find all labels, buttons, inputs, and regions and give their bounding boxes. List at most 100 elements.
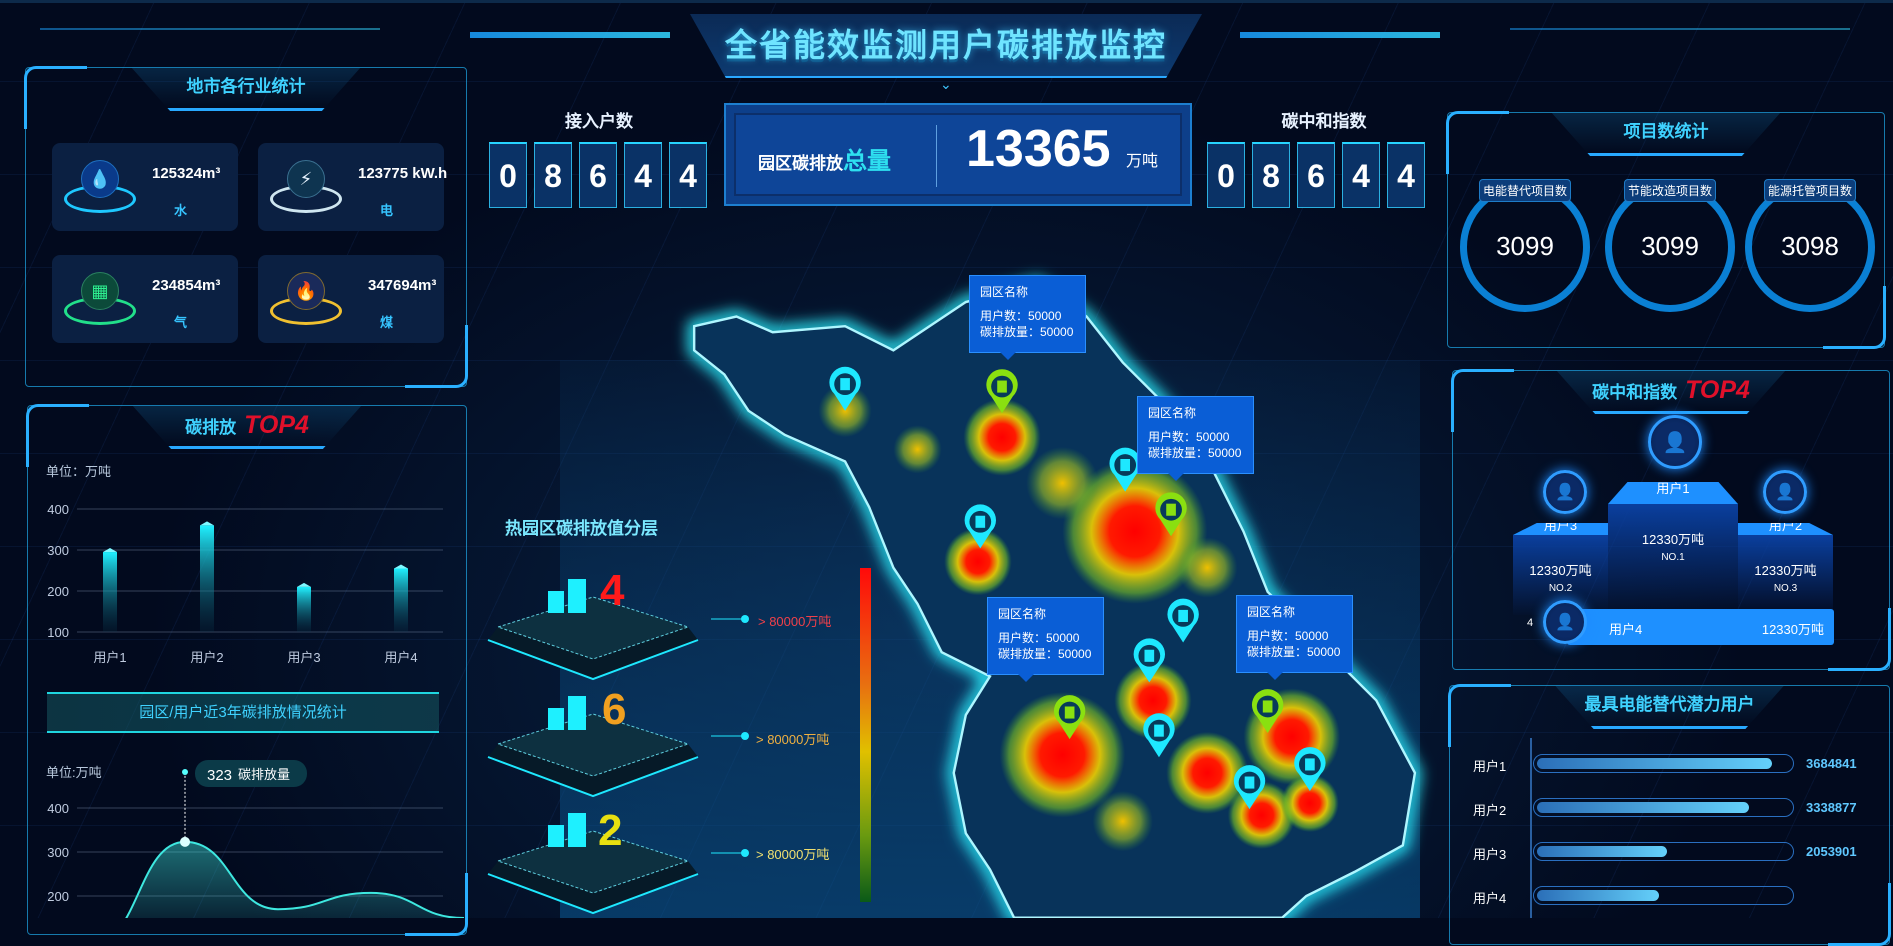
heat-blob bbox=[1280, 774, 1339, 833]
heat-blob bbox=[944, 527, 1012, 596]
stat-value: 125324m³ bbox=[152, 165, 221, 182]
potential-bar-fill bbox=[1537, 758, 1772, 769]
panel-title: 最具电能替代潜力用户 bbox=[1554, 685, 1785, 729]
bar[interactable] bbox=[200, 525, 214, 632]
location-pin-icon[interactable] bbox=[1143, 713, 1175, 758]
podium-fourth-row: 用户4 12330万吨 bbox=[1567, 609, 1834, 645]
bar-cap bbox=[394, 564, 408, 569]
podium-first: 12330万吨 NO.1 bbox=[1608, 504, 1738, 614]
access-count-label: 接入户数 bbox=[565, 112, 633, 131]
panel-title: 项目数统计 bbox=[1551, 112, 1781, 156]
project-gauge: 电能替代项目数 3099 bbox=[1460, 179, 1590, 312]
stat-value: 347694m³ bbox=[368, 277, 437, 294]
water-drop-icon: 💧 bbox=[81, 160, 119, 198]
location-pin-icon[interactable] bbox=[1251, 689, 1284, 734]
potential-panel: 最具电能替代潜力用户 bbox=[1448, 684, 1891, 946]
digit-box: 0 bbox=[1207, 142, 1245, 208]
fourth-rank: 4 bbox=[1527, 617, 1534, 629]
panel-title-text: 最具电能替代潜力用户 bbox=[1584, 695, 1755, 714]
x-tick-label: 用户2 bbox=[190, 650, 223, 665]
total-label-text: 园区碳排放 bbox=[758, 154, 843, 173]
total-value: 13365 bbox=[966, 120, 1111, 178]
y-tick-label: 400 bbox=[47, 801, 69, 816]
location-pin-icon[interactable] bbox=[964, 504, 996, 549]
podium-value: 12330万吨 bbox=[1754, 563, 1817, 578]
tooltip-value: 323 bbox=[207, 767, 232, 784]
header-accent-right bbox=[1240, 32, 1440, 38]
total-emission-box: 园区碳排放总量 13365 万吨 bbox=[724, 103, 1192, 206]
title-plate bbox=[690, 14, 1202, 78]
bar[interactable] bbox=[394, 568, 408, 632]
layer-dot bbox=[741, 732, 749, 740]
user-avatar-icon: 👤 bbox=[1543, 600, 1587, 644]
tooltip-name: 园区名称 bbox=[1148, 406, 1197, 420]
layer-platform bbox=[487, 713, 699, 798]
header: 全省能效监测用户碳排放监控 ⌄ bbox=[0, 0, 1893, 92]
heat-blob bbox=[963, 398, 1041, 476]
project-gauge: 能源托管项目数 3098 bbox=[1745, 179, 1875, 312]
industry-panel: 地市各行业统计 bbox=[24, 66, 468, 388]
stat-card-gas: ▦ 234854m³ 气 bbox=[52, 255, 238, 343]
tooltip-emission: 碳排放量：50000 bbox=[1148, 446, 1242, 460]
layer-platform bbox=[487, 596, 699, 681]
layer-count: 2 bbox=[598, 806, 623, 855]
location-pin-icon[interactable] bbox=[1155, 492, 1187, 537]
stat-label: 煤 bbox=[380, 315, 394, 330]
y-tick-label: 200 bbox=[47, 889, 69, 904]
stat-label: 水 bbox=[174, 203, 188, 218]
potential-bar-track bbox=[1533, 754, 1794, 773]
x-tick-label: 用户3 bbox=[287, 650, 320, 665]
layer-label: > 80000万吨 bbox=[756, 732, 830, 747]
location-pin-icon[interactable] bbox=[1053, 695, 1086, 740]
y-tick-label: 100 bbox=[47, 625, 69, 640]
bar-cap bbox=[297, 582, 311, 587]
building-icon bbox=[548, 813, 586, 847]
layers-title: 热园区碳排放值分层 bbox=[505, 519, 658, 538]
fourth-value: 12330万吨 bbox=[1761, 622, 1824, 637]
location-pin-icon[interactable] bbox=[1109, 447, 1141, 492]
digit-box: 8 bbox=[534, 142, 572, 208]
tooltip-users: 用户数：50000 bbox=[1148, 430, 1230, 444]
emission-bar-chart: 100 200 300 400 用户1 用户2 用户3 用户4 200 300 400 323 碳排放量 bbox=[47, 502, 465, 918]
stat-card-water: 💧 125324m³ 水 bbox=[52, 143, 238, 231]
tooltip-name: 园区名称 bbox=[998, 607, 1047, 621]
layer-label: > 80000万吨 bbox=[758, 614, 832, 629]
layer-dot bbox=[741, 849, 749, 857]
potential-axis bbox=[1530, 738, 1532, 918]
location-pin-icon[interactable] bbox=[1233, 765, 1266, 810]
layer-count: 4 bbox=[600, 566, 625, 615]
user-avatar-icon: 👤 bbox=[1648, 415, 1702, 469]
header-accent-left bbox=[470, 32, 670, 38]
bar[interactable] bbox=[103, 552, 117, 632]
tooltip-users: 用户数：50000 bbox=[998, 631, 1080, 645]
gauge-value: 3099 bbox=[1641, 231, 1699, 261]
panel-title: 碳中和指数 TOP4 bbox=[1556, 370, 1786, 414]
potential-user-label: 用户4 bbox=[1473, 891, 1507, 906]
area-line bbox=[125, 840, 465, 918]
bar[interactable] bbox=[297, 586, 311, 632]
podium-third-name: 用户2 bbox=[1738, 523, 1833, 535]
tooltip-emission: 碳排放量：50000 bbox=[980, 325, 1074, 339]
location-pin-icon[interactable] bbox=[1167, 598, 1199, 643]
location-pin-icon[interactable] bbox=[986, 369, 1018, 414]
location-pin-icon[interactable] bbox=[829, 366, 861, 411]
total-label-highlight: 总量 bbox=[843, 148, 891, 175]
header-bar bbox=[0, 0, 1893, 3]
panel-title: 地市各行业统计 bbox=[131, 67, 361, 111]
podium-rank: NO.2 bbox=[1548, 583, 1573, 594]
page-title: 全省能效监测用户碳排放监控 bbox=[724, 27, 1167, 63]
location-pin-icon[interactable] bbox=[1133, 638, 1166, 683]
trend-banner: 园区/用户近3年碳排放情况统计 bbox=[47, 692, 439, 733]
data-point[interactable] bbox=[180, 836, 190, 847]
potential-bar-fill bbox=[1537, 846, 1668, 857]
map-pins bbox=[829, 366, 1326, 810]
gauge-label: 节能改造项目数 bbox=[1623, 179, 1717, 202]
potential-bar-fill bbox=[1537, 890, 1660, 901]
potential-bar-track bbox=[1533, 842, 1794, 861]
heat-blob bbox=[1166, 731, 1249, 814]
location-pin-icon[interactable] bbox=[1294, 747, 1326, 791]
panel-title-text: 地市各行业统计 bbox=[186, 77, 306, 96]
podium-value: 12330万吨 bbox=[1641, 532, 1705, 547]
stat-card-electricity: ⚡ 123775 kW.h 电 bbox=[258, 143, 447, 231]
gas-tank-icon: ▦ bbox=[81, 272, 119, 310]
